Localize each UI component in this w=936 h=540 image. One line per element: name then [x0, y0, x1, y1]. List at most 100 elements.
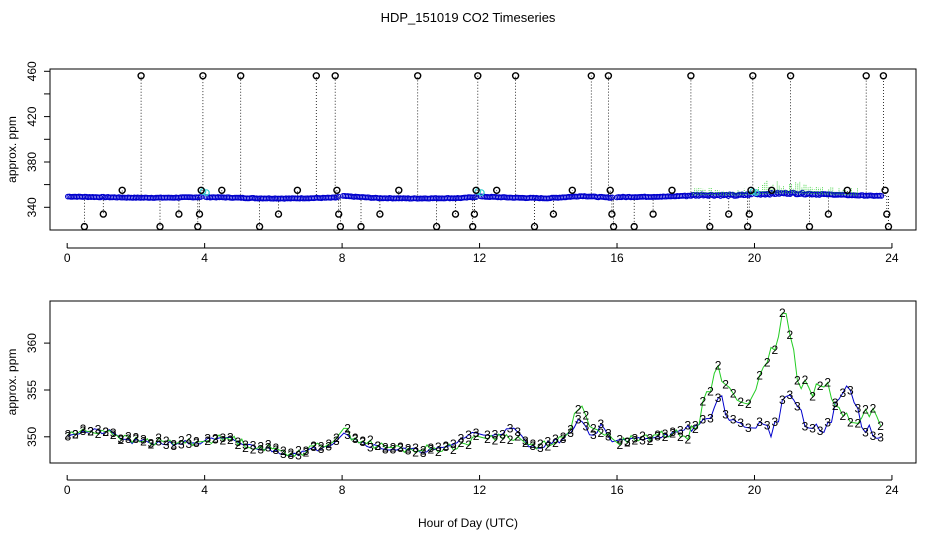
bottom-series-3-marker: 3 [359, 435, 366, 449]
bottom-series-2-marker: 2 [374, 439, 381, 453]
bottom-series-2-marker: 2 [170, 438, 177, 452]
top-outlier-point [749, 72, 757, 80]
bottom-series-3-marker: 3 [582, 420, 589, 434]
top-outlier-point [218, 186, 226, 195]
top-outlier-point [630, 222, 638, 231]
bottom-series-3-marker: 3 [560, 432, 567, 446]
top-outlier-point [881, 186, 889, 195]
bottom-series-3-marker: 3 [117, 432, 124, 446]
bottom-series-3-marker: 3 [204, 431, 211, 445]
bottom-series-3-marker: 3 [700, 413, 707, 427]
bottom-series-3-marker: 3 [787, 388, 794, 402]
bottom-series-3-marker: 3 [170, 439, 177, 453]
top-outlier-point [862, 72, 870, 80]
bottom-series-2-marker: 2 [390, 441, 397, 455]
bottom-series-2-marker: 2 [110, 428, 117, 442]
bottom-series-3-marker: 3 [499, 427, 506, 441]
bottom-series-3-marker: 3 [303, 444, 310, 458]
top-y-tick-label: 380 [25, 152, 39, 172]
bottom-series-3-marker: 3 [522, 434, 529, 448]
bottom-y-tick-label: 350 [25, 426, 39, 446]
top-outlier-point [236, 72, 245, 80]
top-y-axis-label: approx. ppm [5, 116, 19, 183]
top-outlier-point [604, 72, 613, 80]
bottom-series-3-marker: 3 [870, 429, 877, 443]
top-x-tick-label: 0 [64, 251, 71, 265]
top-x-tick-label: 12 [473, 251, 487, 265]
bottom-series-2-marker: 2 [522, 436, 529, 450]
bottom-series-2-marker: 2 [560, 430, 567, 444]
top-outlier-point [99, 210, 108, 218]
bottom-series-2-marker: 2 [318, 439, 325, 453]
bottom-series-3-marker: 3 [745, 421, 752, 435]
figure-title: HDP_151019 CO2 Timeseries [381, 10, 556, 25]
bottom-series-2-marker: 2 [333, 431, 340, 445]
bottom-series-2-marker: 2 [877, 419, 884, 433]
bottom-series-2-marker: 2 [832, 399, 839, 413]
top-outlier-point [879, 72, 888, 80]
bottom-series-2-marker: 2 [382, 441, 389, 455]
bottom-series-3-marker: 3 [155, 435, 162, 449]
top-outlier-point [335, 210, 343, 218]
bottom-series-2-marker: 2 [204, 434, 211, 448]
bottom-series-2-marker: 2 [272, 441, 279, 455]
bottom-series-2-marker: 2 [257, 439, 264, 453]
bottom-x-tick-label: 4 [201, 483, 208, 497]
bottom-series-2-marker: 2 [450, 443, 457, 457]
bottom-series-2-marker: 2 [140, 434, 147, 448]
top-y-tick-label: 420 [25, 106, 39, 126]
bottom-y-tick-label: 360 [25, 333, 39, 353]
bottom-series-3-marker: 3 [654, 430, 661, 444]
top-y-tick-label: 340 [25, 197, 39, 217]
bottom-series-2-marker: 2 [575, 403, 582, 417]
bottom-series-3-marker: 3 [730, 413, 737, 427]
top-outlier-point [414, 72, 422, 80]
top-outlier-point [587, 72, 595, 80]
bottom-series-2-marker: 2 [492, 433, 499, 447]
top-x-tick-label: 16 [610, 251, 624, 265]
bottom-series-3-marker: 3 [567, 426, 574, 440]
bottom-series-2-marker: 2 [125, 429, 132, 443]
bottom-series-2-marker: 2 [700, 394, 707, 408]
top-x-axis: 0 4 8 12 16 20 24 [64, 243, 899, 265]
top-outlier-point [331, 72, 339, 80]
top-outlier-point [747, 186, 755, 195]
bottom-series-2-marker: 2 [484, 432, 491, 446]
top-outlier-point [197, 186, 205, 195]
bottom-series-3-marker: 3 [529, 439, 536, 453]
bottom-series-3-marker: 3 [325, 440, 332, 454]
bottom-series-2-marker: 2 [745, 397, 752, 411]
top-baseline-point [745, 192, 752, 199]
bottom-series-3-marker: 3 [288, 448, 295, 462]
bottom-series-2-marker: 2 [133, 430, 140, 444]
bottom-series-3-marker: 3 [575, 413, 582, 427]
bottom-series-2-marker: 2 [427, 443, 434, 457]
bottom-series-2-marker: 2 [420, 444, 427, 458]
bottom-series-2-marker: 2 [499, 432, 506, 446]
bottom-series-3-marker: 3 [420, 446, 427, 460]
bottom-series-lines [67, 312, 882, 458]
bottom-series-2-marker: 2 [824, 376, 831, 390]
top-outlier-point [549, 210, 558, 218]
bottom-series-2-marker: 2 [458, 436, 465, 450]
bottom-series-3-marker: 3 [839, 386, 846, 400]
bottom-series-2-marker: 2 [847, 416, 854, 430]
bottom-series-3-marker: 3 [412, 441, 419, 455]
bottom-series-2-marker: 2 [855, 416, 862, 430]
bottom-series-3-marker: 3 [450, 437, 457, 451]
top-outlier-series [80, 72, 893, 231]
top-x-tick-label: 20 [748, 251, 762, 265]
bottom-series-3-marker: 3 [684, 419, 691, 433]
bottom-series-3-marker: 3 [862, 425, 869, 439]
bottom-series-2-marker: 2 [295, 443, 302, 457]
top-outlier-point [884, 222, 893, 231]
top-panel: 0 4 8 12 16 20 24 340 380 420 460 approx. ppm [5, 61, 917, 265]
top-outlier-point [333, 186, 341, 195]
bottom-series-2-marker: 2 [227, 433, 234, 447]
bottom-series-2-marker: 2 [639, 429, 646, 443]
bottom-series-3-marker: 3 [465, 428, 472, 442]
bottom-series-3-marker: 3 [737, 416, 744, 430]
bottom-series-3-marker: 3 [832, 396, 839, 410]
bottom-series-2-marker: 2 [242, 441, 249, 455]
top-outlier-point [493, 186, 501, 195]
